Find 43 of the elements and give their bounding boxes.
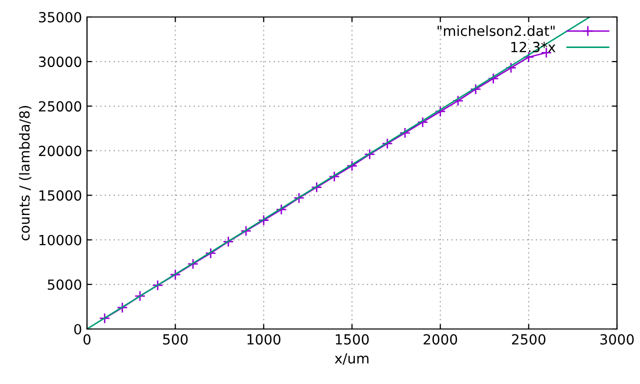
legend-label: "michelson2.dat" bbox=[438, 25, 555, 36]
x-tick-label: 1500 bbox=[336, 334, 369, 345]
point bbox=[452, 95, 464, 106]
x-tick-label: 3000 bbox=[600, 334, 634, 345]
point bbox=[488, 72, 499, 84]
point bbox=[205, 248, 216, 259]
point bbox=[434, 106, 446, 118]
point bbox=[187, 258, 199, 270]
x-tick-label: 1000 bbox=[248, 334, 280, 345]
y-axis-title: counts / (lambda/8) bbox=[18, 106, 32, 240]
x-tick-label: 0 bbox=[83, 334, 90, 345]
y-tick-label: 30000 bbox=[39, 56, 82, 68]
y-tick-label: 15000 bbox=[39, 190, 82, 201]
point bbox=[116, 302, 128, 314]
point bbox=[382, 138, 393, 150]
point bbox=[346, 160, 358, 172]
point bbox=[470, 84, 482, 95]
y-tick-label: 10000 bbox=[39, 234, 82, 246]
point bbox=[152, 280, 164, 291]
point bbox=[99, 312, 110, 324]
point bbox=[505, 62, 517, 74]
point bbox=[328, 171, 340, 182]
point bbox=[240, 225, 252, 236]
point bbox=[523, 52, 534, 63]
y-tick-label: 20000 bbox=[38, 146, 82, 156]
y-tick-label: 0 bbox=[74, 324, 82, 334]
y-tick-label: 35000 bbox=[39, 12, 82, 22]
x-axis-title: x/um bbox=[334, 353, 368, 365]
x-tick-label: 2500 bbox=[512, 334, 546, 345]
point bbox=[258, 214, 270, 226]
point bbox=[170, 269, 181, 280]
y-tick-label: 25000 bbox=[38, 101, 82, 112]
point bbox=[417, 116, 428, 128]
point bbox=[364, 148, 376, 160]
y-tick-label: 5000 bbox=[48, 279, 82, 290]
point bbox=[134, 290, 146, 302]
x-tick-label: 500 bbox=[163, 334, 188, 345]
point bbox=[222, 236, 234, 248]
x-tick-label: 2000 bbox=[424, 334, 458, 345]
point bbox=[293, 192, 305, 204]
point bbox=[276, 204, 287, 216]
point bbox=[311, 182, 322, 193]
point bbox=[399, 127, 411, 138]
